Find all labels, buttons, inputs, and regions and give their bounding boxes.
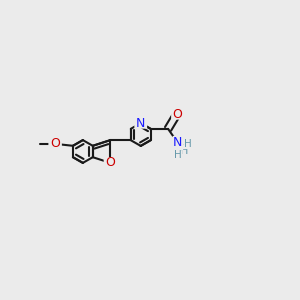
Text: H: H (174, 150, 182, 161)
Text: N: N (173, 136, 183, 149)
Text: H: H (180, 146, 189, 156)
Text: N: N (173, 136, 183, 149)
Text: O: O (105, 156, 115, 169)
Text: H: H (180, 141, 189, 151)
Text: N: N (136, 117, 146, 130)
Text: O: O (172, 108, 182, 121)
FancyBboxPatch shape (104, 157, 116, 168)
FancyBboxPatch shape (134, 118, 147, 129)
FancyBboxPatch shape (48, 138, 62, 149)
FancyBboxPatch shape (170, 137, 185, 149)
FancyBboxPatch shape (171, 109, 183, 120)
Text: H: H (184, 139, 191, 149)
Text: O: O (50, 137, 60, 150)
